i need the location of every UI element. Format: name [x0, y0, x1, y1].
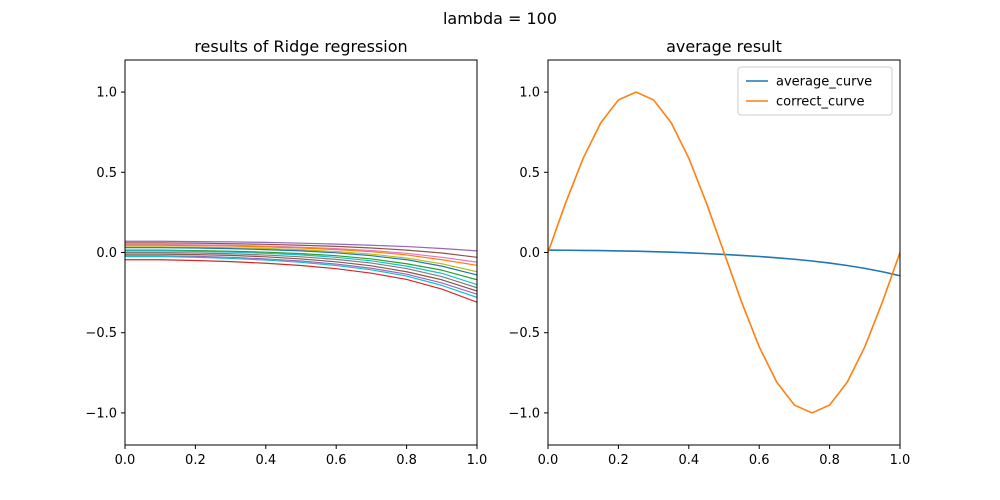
x-tick-label: 0.6	[749, 453, 770, 468]
legend-label: correct_curve	[776, 95, 864, 110]
series-group	[125, 240, 477, 303]
y-tick-label: 0.5	[96, 166, 117, 181]
legend-label: average_curve	[776, 75, 872, 90]
x-tick-label: 0.4	[255, 453, 276, 468]
series-line-11	[125, 255, 477, 298]
panel-title: results of Ridge regression	[194, 37, 407, 56]
correct_curve-line	[548, 91, 900, 414]
x-tick-label: 0.8	[819, 453, 840, 468]
x-tick-label: 0.8	[396, 453, 417, 468]
y-tick-label: −1.0	[508, 406, 540, 421]
panel-title: average result	[666, 37, 782, 56]
series-line-0	[125, 240, 477, 252]
x-tick-label: 1.0	[467, 453, 488, 468]
series-line-8	[125, 251, 477, 289]
series-line-4	[125, 246, 477, 273]
y-tick-label: −0.5	[85, 326, 117, 341]
series-group	[548, 91, 900, 414]
figure-title: lambda = 100	[443, 9, 557, 28]
x-tick-label: 1.0	[890, 453, 911, 468]
series-line-12	[125, 259, 477, 303]
series-line-1	[125, 242, 477, 258]
x-tick-label: 0.2	[608, 453, 629, 468]
legend-box	[737, 66, 893, 116]
y-tick-label: 0.0	[96, 246, 117, 261]
x-tick-label: 0.6	[326, 453, 347, 468]
left-panel: results of Ridge regression 0.0 0.2 0.4 0.6 0…	[85, 37, 487, 468]
x-tick-label: 0.0	[115, 453, 136, 468]
x-tick-label: 0.0	[538, 453, 559, 468]
x-tick-label: 0.4	[678, 453, 699, 468]
series-line-10	[125, 255, 477, 295]
right-panel: average result 0.0 0.2 0.4 0.6 0.8 1.0 −1.0 −0.5…	[508, 37, 910, 468]
y-tick-label: −1.0	[85, 406, 117, 421]
series-line-7	[125, 250, 477, 286]
y-tick-label: 0.0	[519, 246, 540, 261]
series-line-2	[125, 243, 477, 263]
y-tick-label: 0.5	[519, 166, 540, 181]
y-tick-label: 1.0	[519, 86, 540, 101]
y-tick-label: −0.5	[508, 326, 540, 341]
series-line-6	[125, 249, 477, 281]
series-line-5	[125, 247, 477, 276]
series-line-3	[125, 244, 477, 266]
series-line-9	[125, 253, 477, 292]
legend: average_curve correct_curve	[737, 66, 893, 116]
x-tick-label: 0.2	[185, 453, 206, 468]
y-tick-label: 1.0	[96, 86, 117, 101]
